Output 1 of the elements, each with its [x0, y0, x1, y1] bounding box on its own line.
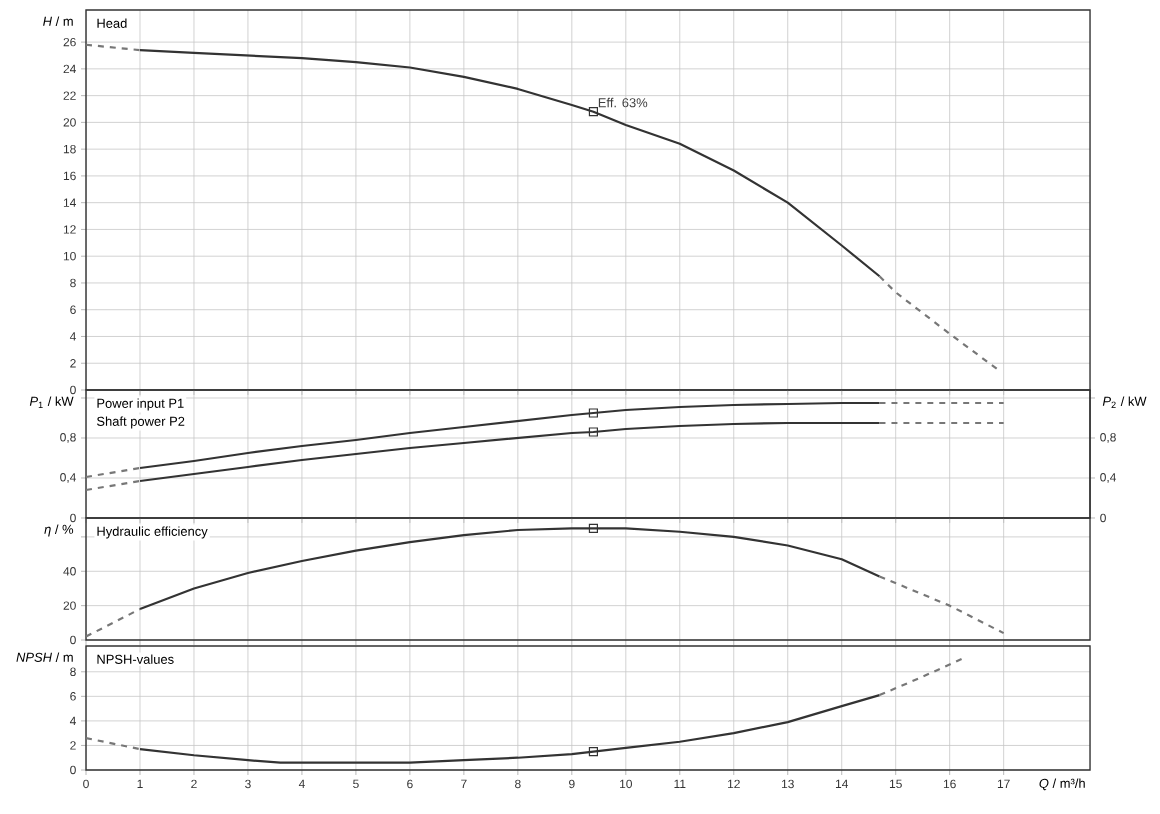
line-series — [878, 275, 1000, 372]
